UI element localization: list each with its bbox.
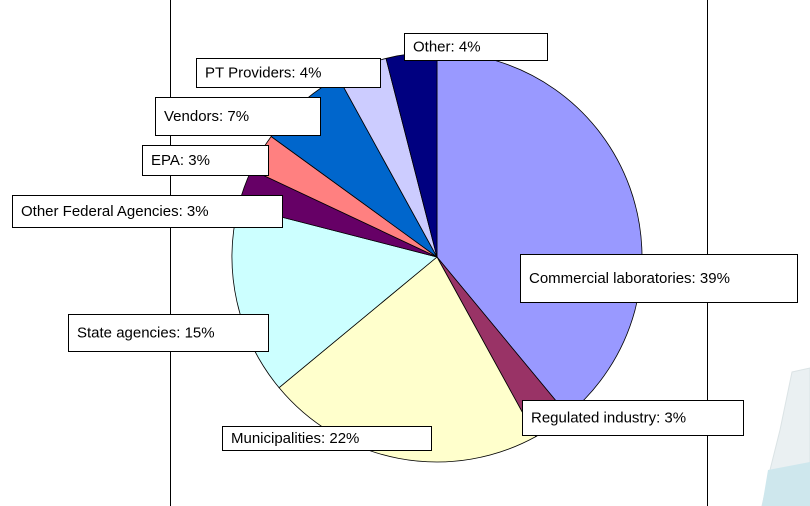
data-label: Commercial laboratories: 39% <box>529 270 730 287</box>
data-label: Regulated industry: 3% <box>531 409 686 426</box>
chart: Commercial laboratories: 39% Regulated in… <box>0 0 810 506</box>
data-label: Municipalities: 22% <box>231 430 359 447</box>
data-label: Other: 4% <box>413 38 481 55</box>
data-label: State agencies: 15% <box>77 324 215 341</box>
decor-beaker <box>762 368 810 506</box>
data-label: EPA: 3% <box>151 152 210 169</box>
data-label: Other Federal Agencies: 3% <box>21 203 209 220</box>
data-label: PT Providers: 4% <box>205 64 321 81</box>
data-label: Vendors: 7% <box>164 108 249 125</box>
